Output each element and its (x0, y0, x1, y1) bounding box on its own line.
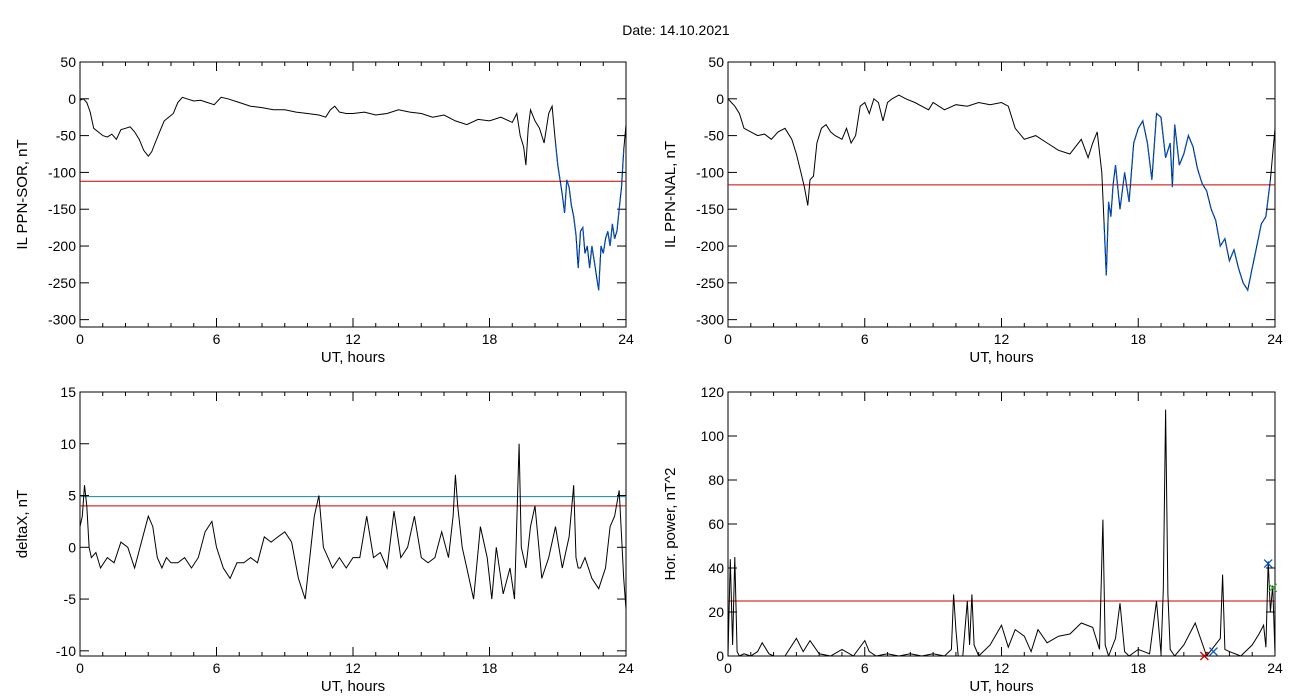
y-tick-label: 80 (708, 472, 724, 488)
x-tick-label: 6 (213, 660, 221, 676)
y-tick-label: 5 (68, 488, 76, 504)
y-tick-label: 15 (60, 384, 76, 400)
series-line (728, 94, 1275, 292)
x-axis-title: UT, hours (969, 678, 1033, 695)
series-line (80, 443, 626, 610)
series-line-highlight (554, 142, 625, 291)
figure-title: Date: 14.10.2021 (622, 22, 730, 38)
y-tick-label: -200 (48, 238, 76, 254)
y-tick-label: -300 (696, 312, 724, 328)
x-tick-label: 0 (76, 660, 84, 676)
y-tick-label: 0 (68, 539, 76, 555)
x-marker (1263, 559, 1273, 569)
y-tick-label: -100 (48, 164, 76, 180)
chart-panel-top-right: 0 6 12 18 24 50 0 -50 -100 -150 -200 -250 -300 UT, ho… (662, 54, 1283, 366)
chart-panel-bottom-right: 0 6 12 18 24 120 100 80 60 40 20 0 UT, hours Hor. pow… (662, 384, 1283, 695)
x-axis-title: UT, hours (321, 678, 385, 695)
series-line (80, 96, 626, 291)
y-tick-label: 50 (708, 54, 724, 70)
x-marker (1268, 583, 1278, 593)
x-marker (1209, 647, 1218, 657)
y-axis-title: IL PPN-SOR, nT (14, 139, 31, 249)
x-tick-label: 6 (213, 331, 221, 347)
x-tick-label: 0 (724, 331, 732, 347)
x-tick-label: 24 (1267, 660, 1283, 676)
y-tick-label: -5 (64, 591, 77, 607)
series-line (728, 409, 1275, 656)
x-tick-label: 6 (861, 660, 869, 676)
plot-frame (79, 391, 627, 657)
x-marker (1199, 651, 1209, 661)
y-tick-label: -10 (56, 643, 76, 659)
plot-frame (727, 391, 1276, 657)
chart-panel-top-left: 0 6 12 18 24 50 0 -50 -100 -150 -200 -250 -300 UT, ho… (14, 54, 634, 366)
x-tick-label: 18 (1130, 660, 1146, 676)
x-marker-stroke (1263, 559, 1273, 569)
y-tick-label: 60 (708, 516, 724, 532)
x-axis-title: UT, hours (969, 349, 1033, 366)
x-tick-label: 12 (345, 660, 361, 676)
y-tick-label: -100 (696, 164, 724, 180)
y-tick-label: -250 (48, 275, 76, 291)
x-tick-label: 12 (994, 660, 1010, 676)
x-tick-label: 12 (345, 331, 361, 347)
y-tick-label: -50 (56, 128, 76, 144)
y-tick-label: 0 (716, 648, 724, 664)
y-tick-label: -50 (704, 128, 724, 144)
x-tick-label: 24 (618, 660, 634, 676)
y-tick-label: 120 (701, 384, 725, 400)
y-tick-label: 10 (60, 436, 76, 452)
y-tick-label: 100 (701, 428, 725, 444)
y-tick-label: 20 (708, 604, 724, 620)
y-tick-label: 50 (60, 54, 76, 70)
y-tick-label: -250 (696, 275, 724, 291)
x-axis-title: UT, hours (321, 349, 385, 366)
series-line-highlight (1103, 112, 1272, 292)
y-tick-label: -150 (48, 201, 76, 217)
x-marker-stroke (1268, 583, 1278, 593)
y-axis-title: Hor. power, nT^2 (662, 468, 679, 581)
y-tick-label: 0 (68, 91, 76, 107)
y-tick-label: -300 (48, 312, 76, 328)
chart-panel-bottom-left: 0 6 12 18 24 15 10 5 0 -5 -10 UT, hours deltaX, nT (14, 384, 634, 695)
x-tick-label: 18 (1130, 331, 1146, 347)
x-tick-label: 6 (861, 331, 869, 347)
y-axis-title: IL PPN-NAL, nT (662, 141, 679, 248)
x-tick-label: 12 (994, 331, 1010, 347)
y-tick-label: 40 (708, 560, 724, 576)
x-tick-label: 24 (1267, 331, 1283, 347)
x-tick-label: 0 (76, 331, 84, 347)
y-tick-label: -150 (696, 201, 724, 217)
x-marker-stroke (1209, 647, 1218, 657)
x-tick-label: 18 (482, 331, 498, 347)
x-tick-label: 24 (618, 331, 634, 347)
y-axis-title: deltaX, nT (14, 490, 31, 558)
plot-frame (79, 61, 627, 328)
y-tick-label: 0 (716, 91, 724, 107)
x-marker-stroke (1199, 651, 1209, 661)
x-tick-label: 18 (482, 660, 498, 676)
x-tick-label: 0 (724, 660, 732, 676)
plot-frame (727, 61, 1276, 328)
y-tick-label: -200 (696, 238, 724, 254)
